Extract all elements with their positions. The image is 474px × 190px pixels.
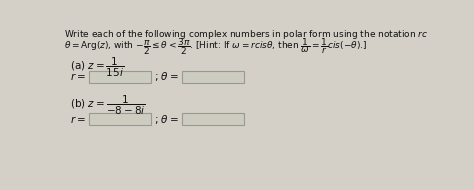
Text: ; $\theta = $: ; $\theta = $	[154, 70, 179, 83]
FancyBboxPatch shape	[182, 113, 244, 125]
FancyBboxPatch shape	[182, 70, 244, 83]
Text: (a) $z = \dfrac{1}{15i}$: (a) $z = \dfrac{1}{15i}$	[70, 56, 124, 79]
Text: Write each of the following complex numbers in polar form using the notation $rc: Write each of the following complex numb…	[64, 28, 474, 41]
Text: $\theta = \mathrm{Arg}(z)$, with $-\dfrac{\pi}{2} \leq \theta < \dfrac{3\pi}{2}$: $\theta = \mathrm{Arg}(z)$, with $-\dfra…	[64, 36, 367, 57]
FancyBboxPatch shape	[89, 70, 151, 83]
Text: $r = $: $r = $	[70, 114, 86, 125]
Text: (b) $z = \dfrac{1}{-8 - 8i}$: (b) $z = \dfrac{1}{-8 - 8i}$	[70, 94, 146, 117]
Text: ; $\theta = $: ; $\theta = $	[154, 112, 179, 126]
Text: $r = $: $r = $	[70, 71, 86, 82]
FancyBboxPatch shape	[89, 113, 151, 125]
